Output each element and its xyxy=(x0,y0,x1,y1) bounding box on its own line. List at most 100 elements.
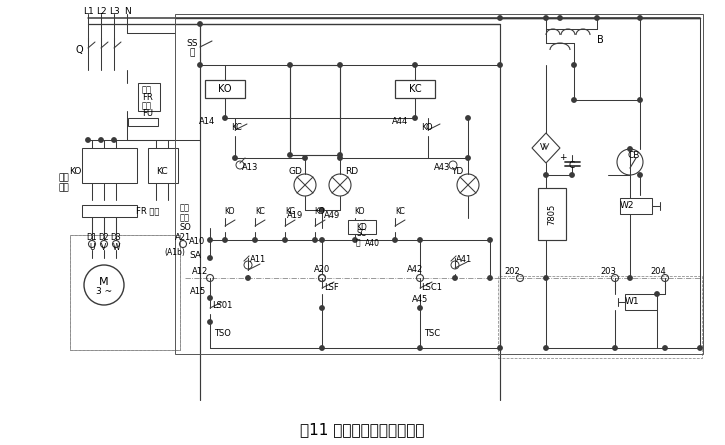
Text: LSF: LSF xyxy=(325,283,339,292)
Text: KO: KO xyxy=(355,207,365,217)
Text: YD: YD xyxy=(451,167,463,177)
Bar xyxy=(138,83,160,111)
Text: A49: A49 xyxy=(324,210,340,219)
Text: A40: A40 xyxy=(365,239,379,247)
Text: KO: KO xyxy=(225,207,235,217)
Text: D2: D2 xyxy=(99,234,109,243)
Text: 交流: 交流 xyxy=(58,174,69,182)
Text: A44: A44 xyxy=(392,117,408,125)
Circle shape xyxy=(320,238,324,242)
Circle shape xyxy=(353,238,357,242)
Circle shape xyxy=(488,276,492,280)
Circle shape xyxy=(208,238,212,242)
Text: KC: KC xyxy=(231,124,242,133)
Circle shape xyxy=(320,306,324,310)
Bar xyxy=(538,188,566,240)
Text: A21: A21 xyxy=(175,234,191,243)
Text: A19: A19 xyxy=(287,210,303,219)
Text: V: V xyxy=(540,143,546,153)
Text: FR 热继: FR 热继 xyxy=(136,206,160,215)
Text: KO: KO xyxy=(315,207,326,217)
Bar xyxy=(620,198,652,214)
Circle shape xyxy=(338,63,342,67)
Text: 3 ~: 3 ~ xyxy=(96,287,112,296)
Circle shape xyxy=(288,153,292,157)
Text: A11: A11 xyxy=(250,255,266,264)
Text: KO: KO xyxy=(69,167,81,177)
Text: 接触: 接触 xyxy=(58,183,69,193)
Circle shape xyxy=(638,98,642,102)
Circle shape xyxy=(283,238,287,242)
Circle shape xyxy=(418,306,422,310)
Circle shape xyxy=(570,173,574,177)
Circle shape xyxy=(498,63,502,67)
Text: LS01: LS01 xyxy=(212,302,232,311)
Text: A42: A42 xyxy=(407,266,423,275)
Text: KC: KC xyxy=(395,207,405,217)
Text: A20: A20 xyxy=(314,266,330,275)
Bar xyxy=(395,80,435,98)
Text: L2: L2 xyxy=(96,7,107,16)
Text: 203: 203 xyxy=(600,267,616,276)
Circle shape xyxy=(320,346,324,350)
Text: SA: SA xyxy=(189,251,201,259)
Text: FU: FU xyxy=(142,109,153,118)
Text: FR: FR xyxy=(142,93,153,102)
Text: LSC1: LSC1 xyxy=(421,283,442,292)
Circle shape xyxy=(544,346,548,350)
Text: 图11 常规型电气控制原理图: 图11 常规型电气控制原理图 xyxy=(299,422,424,437)
Text: W: W xyxy=(112,243,120,252)
Text: A43: A43 xyxy=(434,163,450,173)
Bar xyxy=(82,148,137,183)
Text: A12: A12 xyxy=(192,267,208,276)
Circle shape xyxy=(312,238,318,242)
Circle shape xyxy=(663,346,667,350)
Bar xyxy=(348,220,376,234)
Circle shape xyxy=(413,63,417,67)
Text: A13: A13 xyxy=(242,163,258,173)
Circle shape xyxy=(320,208,324,212)
Circle shape xyxy=(628,276,632,280)
Bar xyxy=(148,148,178,183)
Circle shape xyxy=(393,238,397,242)
Text: 熔断: 熔断 xyxy=(142,101,152,110)
Circle shape xyxy=(638,16,642,20)
Text: L3: L3 xyxy=(109,7,120,16)
Circle shape xyxy=(208,256,212,260)
Circle shape xyxy=(572,63,576,67)
Text: W1: W1 xyxy=(625,298,639,307)
Bar xyxy=(70,235,180,350)
Bar xyxy=(128,118,158,126)
Circle shape xyxy=(498,346,502,350)
Circle shape xyxy=(418,346,422,350)
Text: U: U xyxy=(89,243,95,252)
Text: 接: 接 xyxy=(189,49,195,57)
Circle shape xyxy=(628,147,632,151)
Text: SC: SC xyxy=(357,230,367,239)
Circle shape xyxy=(465,116,471,120)
Circle shape xyxy=(198,63,202,67)
Text: Q: Q xyxy=(75,45,83,55)
Text: L1: L1 xyxy=(83,7,94,16)
Text: CB: CB xyxy=(628,150,640,159)
Circle shape xyxy=(594,16,599,20)
Text: M: M xyxy=(99,277,109,287)
Bar xyxy=(175,14,703,354)
Circle shape xyxy=(112,138,116,142)
Bar xyxy=(70,235,180,350)
Circle shape xyxy=(544,173,548,177)
Circle shape xyxy=(303,156,307,160)
Bar xyxy=(498,276,702,358)
Circle shape xyxy=(338,156,342,160)
Text: D1: D1 xyxy=(87,234,97,243)
Text: GD: GD xyxy=(288,167,302,177)
Text: A10: A10 xyxy=(189,238,205,247)
Bar xyxy=(625,294,657,310)
Circle shape xyxy=(465,156,471,160)
Text: 行程: 行程 xyxy=(180,203,190,213)
Text: D3: D3 xyxy=(111,234,121,243)
Text: RD: RD xyxy=(345,167,359,177)
Text: 202: 202 xyxy=(504,267,520,276)
Circle shape xyxy=(413,116,417,120)
Text: SO: SO xyxy=(179,223,191,232)
